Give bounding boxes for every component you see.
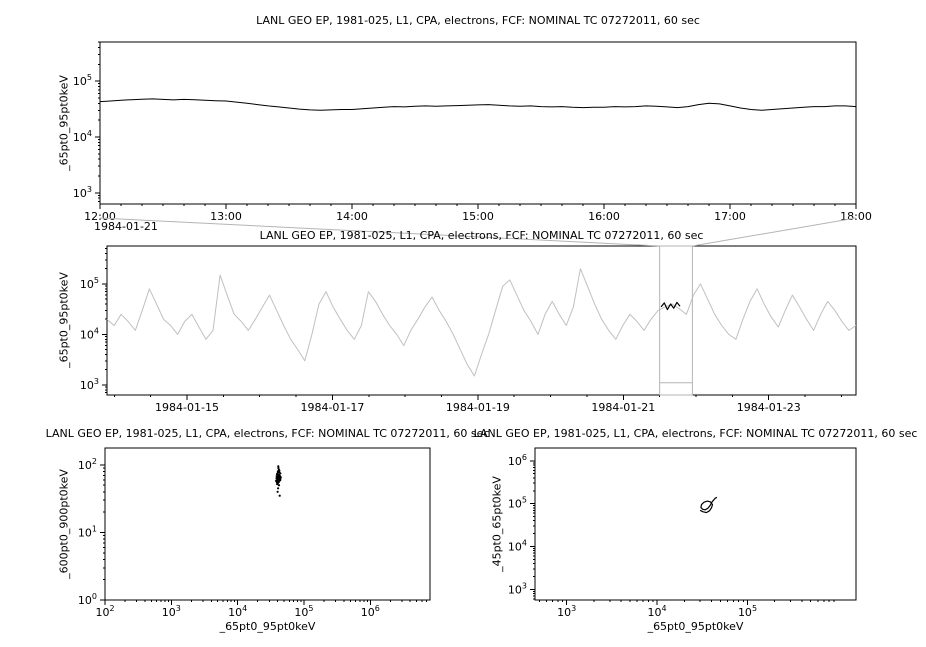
overview-plot-title: LANL GEO EP, 1981-025, L1, CPA, electron… [259, 229, 704, 242]
svg-text:1984-01-21: 1984-01-21 [591, 401, 655, 414]
scatter-left-plot-area[interactable] [105, 448, 430, 600]
svg-text:14:00: 14:00 [336, 210, 368, 223]
svg-text:105: 105 [80, 276, 99, 291]
top-plot-area[interactable] [100, 42, 856, 204]
overview-plot-ylabel: _65pt0_95pt0keV [57, 272, 71, 368]
svg-text:1984-01-23: 1984-01-23 [737, 401, 801, 414]
svg-text:101: 101 [78, 524, 97, 539]
svg-text:102: 102 [95, 604, 114, 619]
scatter-right-xlabel: _65pt0_95pt0keV [647, 620, 744, 633]
scatter-right-plot-area[interactable] [535, 448, 856, 600]
scatter-right-title: LANL GEO EP, 1981-025, L1, CPA, electron… [473, 427, 918, 440]
svg-text:104: 104 [73, 129, 92, 144]
svg-text:13:00: 13:00 [210, 210, 242, 223]
svg-text:17:00: 17:00 [714, 210, 746, 223]
zoom-selection-box[interactable] [659, 246, 693, 395]
svg-text:15:00: 15:00 [462, 210, 494, 223]
svg-text:102: 102 [78, 457, 97, 472]
svg-text:105: 105 [73, 73, 92, 88]
svg-text:103: 103 [162, 604, 181, 619]
scatter-left-ylabel: _600pt0_900pt0keV [57, 469, 71, 579]
top-xaxis-date-label: 1984-01-21 [94, 220, 158, 233]
top-plot-title: LANL GEO EP, 1981-025, L1, CPA, electron… [256, 14, 700, 27]
svg-text:1984-01-15: 1984-01-15 [155, 401, 219, 414]
svg-text:16:00: 16:00 [588, 210, 620, 223]
scatter-left-title: LANL GEO EP, 1981-025, L1, CPA, electron… [45, 427, 490, 440]
svg-text:106: 106 [508, 453, 527, 468]
svg-text:1984-01-19: 1984-01-19 [446, 401, 510, 414]
svg-text:105: 105 [738, 604, 757, 619]
overview-plot-area[interactable] [107, 246, 856, 395]
svg-text:104: 104 [228, 604, 247, 619]
svg-text:100: 100 [78, 592, 97, 607]
svg-text:104: 104 [80, 326, 99, 341]
scatter-right-ylabel: _45pt0_65pt0keV [490, 476, 504, 572]
svg-text:12:00: 12:00 [84, 210, 116, 223]
scatter-left-xlabel: _65pt0_95pt0keV [219, 620, 316, 633]
svg-text:104: 104 [508, 538, 527, 553]
svg-text:106: 106 [361, 604, 380, 619]
svg-text:103: 103 [508, 581, 527, 596]
svg-text:103: 103 [557, 604, 576, 619]
top-plot-ylabel: _65pt0_95pt0keV [57, 75, 71, 171]
svg-text:103: 103 [73, 185, 92, 200]
svg-text:18:00: 18:00 [840, 210, 872, 223]
svg-text:1984-01-17: 1984-01-17 [300, 401, 364, 414]
svg-text:105: 105 [508, 496, 527, 511]
svg-text:105: 105 [294, 604, 313, 619]
svg-text:103: 103 [80, 377, 99, 392]
svg-text:104: 104 [648, 604, 667, 619]
